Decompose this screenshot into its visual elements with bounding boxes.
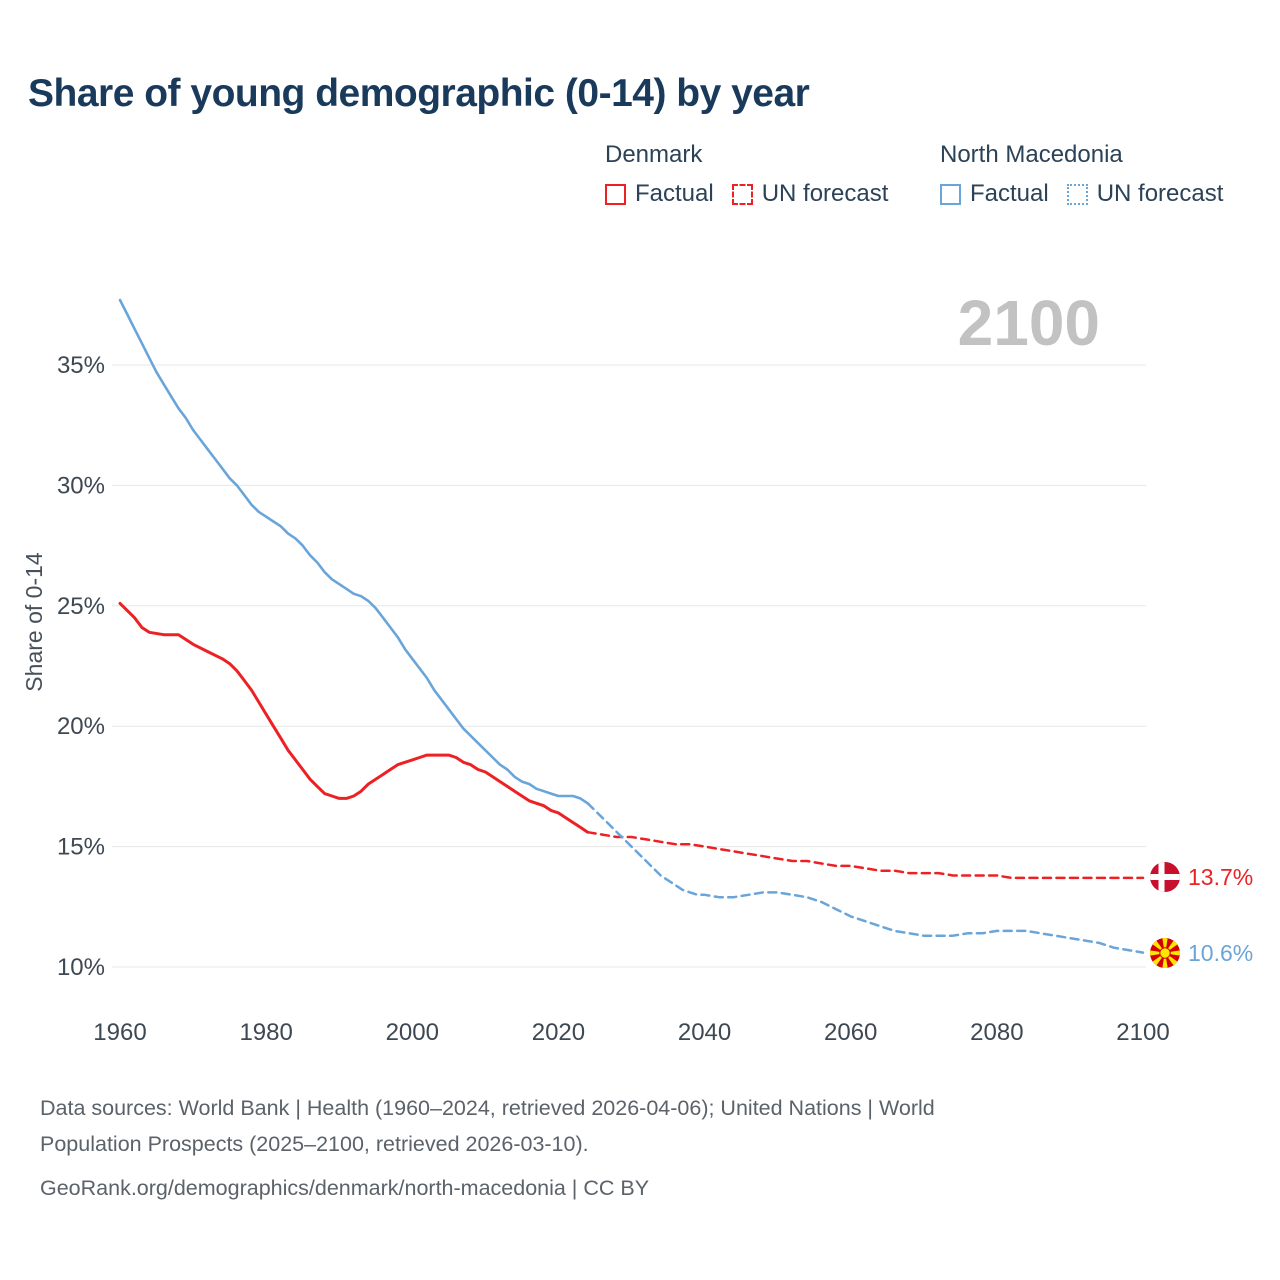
x-tick-label: 1960 bbox=[93, 1019, 146, 1046]
data-sources-line-2: Population Prospects (2025–2100, retriev… bbox=[40, 1132, 589, 1156]
legend-item-label: Factual bbox=[970, 180, 1049, 207]
legend-swatch-north-macedonia-forecast bbox=[1066, 183, 1088, 205]
series-line-denmark-factual bbox=[118, 601, 590, 834]
series-line-north-macedonia-forecast bbox=[586, 802, 1145, 954]
legend-item-label: UN forecast bbox=[1096, 180, 1224, 207]
y-tick-label: 10% bbox=[57, 954, 105, 981]
end-value-denmark: 13.7% bbox=[1188, 863, 1254, 890]
end-label-north-macedonia: 10.6% bbox=[1150, 938, 1253, 968]
y-tick-label: 15% bbox=[57, 834, 105, 861]
legend-group-title: Denmark bbox=[605, 141, 703, 168]
x-tick-label: 1980 bbox=[239, 1019, 292, 1046]
legend-item-denmark-forecast[interactable]: UN forecast bbox=[731, 180, 889, 208]
gridlines bbox=[112, 364, 1146, 968]
x-tick-label: 2000 bbox=[386, 1019, 439, 1046]
y-tick-label: 20% bbox=[57, 713, 105, 740]
y-tick-label: 30% bbox=[57, 472, 105, 499]
y-tick-label: 25% bbox=[57, 593, 105, 620]
denmark-flag-icon bbox=[1150, 862, 1180, 892]
series-line-denmark-forecast bbox=[586, 830, 1145, 880]
x-tick-label: 2020 bbox=[532, 1019, 585, 1046]
legend-swatch-denmark-factual bbox=[605, 183, 626, 205]
x-tick-label: 2040 bbox=[678, 1019, 731, 1046]
y-tick-label: 35% bbox=[57, 352, 105, 379]
legend-item-label: UN forecast bbox=[761, 180, 889, 207]
y-axis-title: Share of 0-14 bbox=[21, 552, 47, 692]
end-label-denmark: 13.7% bbox=[1150, 862, 1253, 892]
end-value-north-macedonia: 10.6% bbox=[1188, 939, 1254, 966]
watermark-year: 2100 bbox=[958, 287, 1100, 359]
footer-link[interactable]: GeoRank.org/demographics/denmark/north-m… bbox=[40, 1176, 650, 1200]
page-title: Share of young demographic (0-14) by yea… bbox=[28, 72, 810, 115]
line-chart: 2100 Share of 0-14 10% 15% 20% 25% 30% 35% 196… bbox=[21, 287, 1170, 1046]
x-tick-label: 2080 bbox=[970, 1019, 1023, 1046]
series-line-north-macedonia-factual bbox=[118, 298, 589, 805]
north-macedonia-flag-icon bbox=[1150, 938, 1180, 968]
legend-item-north-macedonia-forecast[interactable]: UN forecast bbox=[1066, 180, 1224, 208]
legend-group-denmark: Denmark Factual UN forecast bbox=[605, 141, 888, 208]
footer: Data sources: World Bank | Health (1960–… bbox=[40, 1090, 935, 1206]
legend-swatch-denmark-forecast bbox=[731, 183, 753, 205]
legend-group-title: North Macedonia bbox=[940, 141, 1123, 168]
x-tick-label: 2060 bbox=[824, 1019, 877, 1046]
data-sources-line-1: Data sources: World Bank | Health (1960–… bbox=[40, 1096, 935, 1120]
legend-item-denmark-factual[interactable]: Factual bbox=[605, 180, 714, 208]
legend-item-label: Factual bbox=[635, 180, 714, 207]
legend-swatch-north-macedonia-factual bbox=[940, 183, 961, 205]
x-tick-label: 2100 bbox=[1116, 1019, 1169, 1046]
legend-group-north-macedonia: North Macedonia Factual UN forecast bbox=[940, 141, 1223, 208]
legend-item-north-macedonia-factual[interactable]: Factual bbox=[940, 180, 1049, 208]
